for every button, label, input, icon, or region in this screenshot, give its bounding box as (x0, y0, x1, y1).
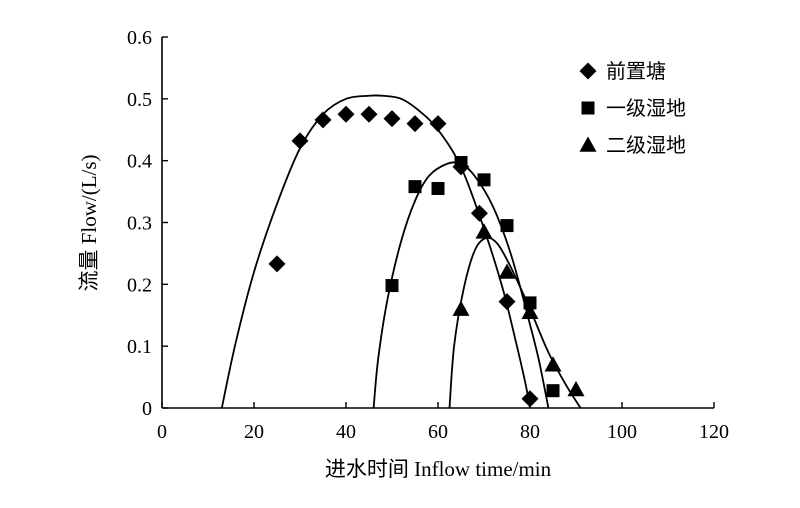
data-point-diamond (337, 105, 355, 123)
data-point-diamond (521, 390, 539, 408)
x-tick-label: 20 (244, 421, 264, 443)
tick-labels: 0 0.1 0.2 0.3 0.4 0.5 0.6 0 20 40 60 80 100 120 (127, 27, 729, 443)
fit-curve-1 (220, 94, 531, 409)
fit-curve-3 (448, 236, 582, 409)
data-point-square (546, 384, 560, 398)
x-tick-label: 0 (157, 421, 167, 443)
data-points (268, 105, 585, 408)
data-point-diamond (383, 110, 401, 128)
y-tick-label: 0.1 (127, 336, 152, 358)
y-axis-title: 流量 Flow/(L/s) (77, 154, 101, 291)
data-point-triangle (475, 223, 493, 239)
legend-label: 前置塘 (606, 59, 666, 83)
data-point-triangle (567, 380, 585, 397)
y-tick-label: 0.5 (127, 89, 152, 111)
data-point-diamond (360, 105, 378, 123)
legend-label: 二级湿地 (606, 133, 686, 157)
data-point-diamond (268, 255, 286, 273)
data-point-diamond (406, 115, 424, 133)
data-point-square (454, 156, 468, 170)
data-point-diamond (429, 115, 447, 133)
y-tick-label: 0 (142, 398, 152, 420)
y-tick-label: 0.3 (127, 213, 152, 235)
data-point-square (523, 296, 537, 310)
x-tick-label: 80 (520, 421, 540, 443)
x-tick-label: 120 (699, 421, 729, 443)
legend-label: 一级湿地 (606, 96, 686, 120)
x-tick-label: 60 (428, 421, 448, 443)
data-point-square (408, 180, 422, 194)
x-tick-label: 40 (336, 421, 356, 443)
legend-marker-diamond (579, 62, 597, 80)
axes (161, 36, 715, 409)
data-point-triangle (498, 263, 516, 279)
data-point-diamond (498, 293, 516, 311)
data-point-triangle (521, 303, 539, 319)
legend-marker-square (581, 101, 595, 115)
data-point-triangle (544, 356, 562, 372)
data-point-square (500, 219, 514, 233)
fit-curves (220, 94, 582, 409)
data-point-square (385, 279, 399, 293)
legend-marker-triangle (579, 136, 597, 152)
data-point-diamond (314, 111, 332, 129)
data-point-diamond (470, 204, 488, 222)
x-axis-title: 进水时间 Inflow time/min (325, 457, 552, 481)
data-point-diamond (291, 132, 309, 150)
data-point-square (477, 173, 491, 187)
y-tick-label: 0.2 (127, 274, 152, 296)
x-tick-label: 100 (607, 421, 637, 443)
y-tick-label: 0.6 (127, 27, 152, 49)
y-tick-label: 0.4 (127, 151, 152, 173)
data-point-triangle (452, 300, 470, 316)
data-point-square (431, 181, 445, 195)
